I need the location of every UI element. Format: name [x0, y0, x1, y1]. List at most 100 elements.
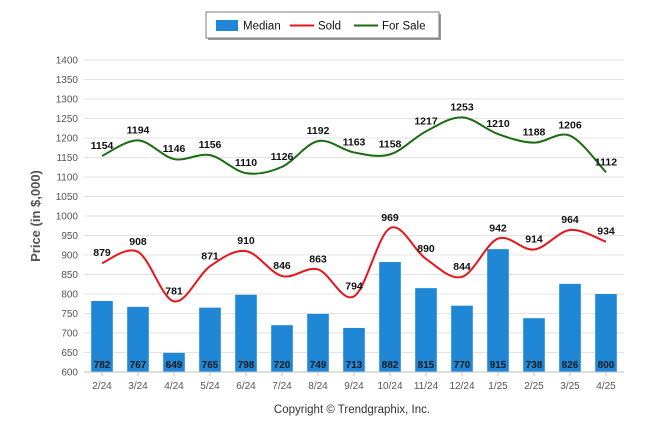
- y-tick-label: 700: [61, 329, 78, 340]
- for-sale-value-label: 1146: [163, 143, 186, 155]
- for-sale-value-label: 1188: [523, 127, 546, 139]
- x-tick-label: 3/25: [560, 381, 580, 392]
- sold-value-label: 846: [273, 260, 291, 272]
- sold-value-label: 910: [237, 235, 255, 247]
- bar-median: [415, 288, 437, 372]
- bar-value-label: 713: [346, 360, 363, 371]
- x-tick-label: 4/25: [596, 381, 616, 392]
- for-sale-value-label: 1192: [307, 125, 330, 137]
- sold-value-label: 908: [129, 236, 147, 248]
- for-sale-value-label: 1217: [414, 115, 438, 127]
- bar-value-label: 815: [418, 360, 435, 371]
- sold-value-label: 942: [489, 223, 507, 235]
- x-tick-label: 2/24: [92, 381, 112, 392]
- copyright-credit: Copyright © Trendgraphix, Inc.: [274, 404, 430, 416]
- axis-layer: 600 650 700 750 800 850 900 950 1000 1050 1100 1150…: [56, 56, 624, 392]
- x-tick-label: 1/25: [488, 381, 508, 392]
- grid-layer: [84, 59, 624, 373]
- x-tick-label: 12/24: [449, 381, 474, 392]
- bar-value-label: 915: [490, 360, 507, 371]
- bar-median: [379, 262, 401, 372]
- bar-value-label: 826: [562, 360, 579, 371]
- x-tick-label: 11/24: [414, 381, 439, 392]
- for-sale-value-label: 1163: [343, 136, 366, 148]
- bar-median: [271, 325, 293, 372]
- line-for-sale: [101, 116, 607, 175]
- sold-value-label: 794: [345, 280, 363, 292]
- for-sale-value-label: 1194: [127, 124, 150, 136]
- y-tick-label: 1050: [56, 192, 79, 203]
- sold-value-label: 844: [453, 261, 471, 273]
- for-sale-value-label: 1253: [450, 101, 474, 113]
- x-tick-label: 9/24: [344, 381, 364, 392]
- bar-median: [91, 301, 113, 372]
- bar-value-label: 649: [166, 360, 183, 371]
- bar-value-label: 770: [454, 360, 471, 371]
- sold-value-label: 863: [309, 253, 327, 265]
- bar-value-label: 749: [310, 360, 327, 371]
- legend-label-sold: Sold: [318, 21, 341, 33]
- bar-median: [343, 327, 365, 372]
- bar-median: [127, 306, 149, 372]
- for-sale-value-label: 1210: [486, 118, 510, 130]
- y-tick-label: 1200: [56, 134, 79, 145]
- bar-value-label: 800: [598, 360, 615, 371]
- sold-value-label: 969: [381, 212, 399, 224]
- for-sale-value-label: 1112: [595, 156, 617, 168]
- label-layer: 782 767 649 765 798 720 749 713 882 815 770 915 738 8…: [91, 101, 618, 371]
- bar-median: [487, 249, 509, 372]
- y-tick-label: 1250: [56, 114, 79, 125]
- x-tick-label: 2/25: [524, 381, 544, 392]
- y-tick-label: 650: [61, 348, 78, 359]
- legend-box: [205, 11, 440, 39]
- x-tick-label: 5/24: [200, 381, 220, 392]
- for-sale-value-label: 1110: [235, 157, 257, 169]
- for-sale-value-label: 1206: [558, 120, 582, 132]
- y-tick-label: 1300: [56, 95, 79, 106]
- sold-value-label: 890: [417, 243, 435, 255]
- y-tick-label: 850: [61, 270, 78, 281]
- legend-label-median: Median: [243, 21, 281, 33]
- bar-value-label: 765: [202, 360, 219, 371]
- for-sale-value-label: 1156: [199, 139, 222, 151]
- bar-value-label: 738: [526, 360, 543, 371]
- y-tick-label: 600: [61, 368, 78, 379]
- x-tick-label: 6/24: [236, 381, 256, 392]
- bar-median: [235, 294, 257, 372]
- sold-value-label: 781: [165, 285, 183, 297]
- bar-value-label: 882: [382, 360, 399, 371]
- x-tick-label: 8/24: [308, 381, 328, 392]
- sold-value-label: 914: [525, 234, 543, 246]
- legend: Median Sold For Sale: [205, 11, 441, 40]
- for-sale-value-label: 1154: [91, 140, 114, 152]
- bar-value-label: 798: [238, 360, 255, 371]
- bar-value-label: 767: [130, 360, 147, 371]
- y-axis-title: Price (in $,000): [28, 170, 43, 262]
- bar-median: [595, 294, 617, 372]
- bar-median: [451, 305, 473, 372]
- bar-value-label: 720: [274, 360, 291, 371]
- bar-median: [163, 352, 185, 372]
- x-tick-label: 10/24: [377, 381, 402, 392]
- bar-median: [559, 283, 581, 372]
- y-tick-label: 1000: [56, 212, 79, 223]
- sold-value-label: 879: [93, 247, 111, 259]
- y-tick-label: 950: [61, 231, 78, 242]
- bar-median: [523, 318, 545, 372]
- y-tick-label: 750: [61, 309, 78, 320]
- y-tick-label: 1150: [56, 153, 78, 164]
- line-layer: [101, 116, 607, 303]
- y-tick-label: 800: [61, 290, 78, 301]
- x-tick-label: 7/24: [272, 381, 292, 392]
- x-tick-label: 4/24: [164, 381, 184, 392]
- sold-value-label: 871: [201, 250, 219, 262]
- sold-value-label: 964: [561, 214, 579, 226]
- line-sold: [101, 226, 607, 303]
- y-tick-label: 900: [61, 251, 78, 262]
- legend-label-for-sale: For Sale: [382, 21, 425, 33]
- legend-swatch-median: [216, 20, 238, 31]
- for-sale-value-label: 1158: [379, 138, 402, 150]
- x-tick-label: 3/24: [128, 381, 148, 392]
